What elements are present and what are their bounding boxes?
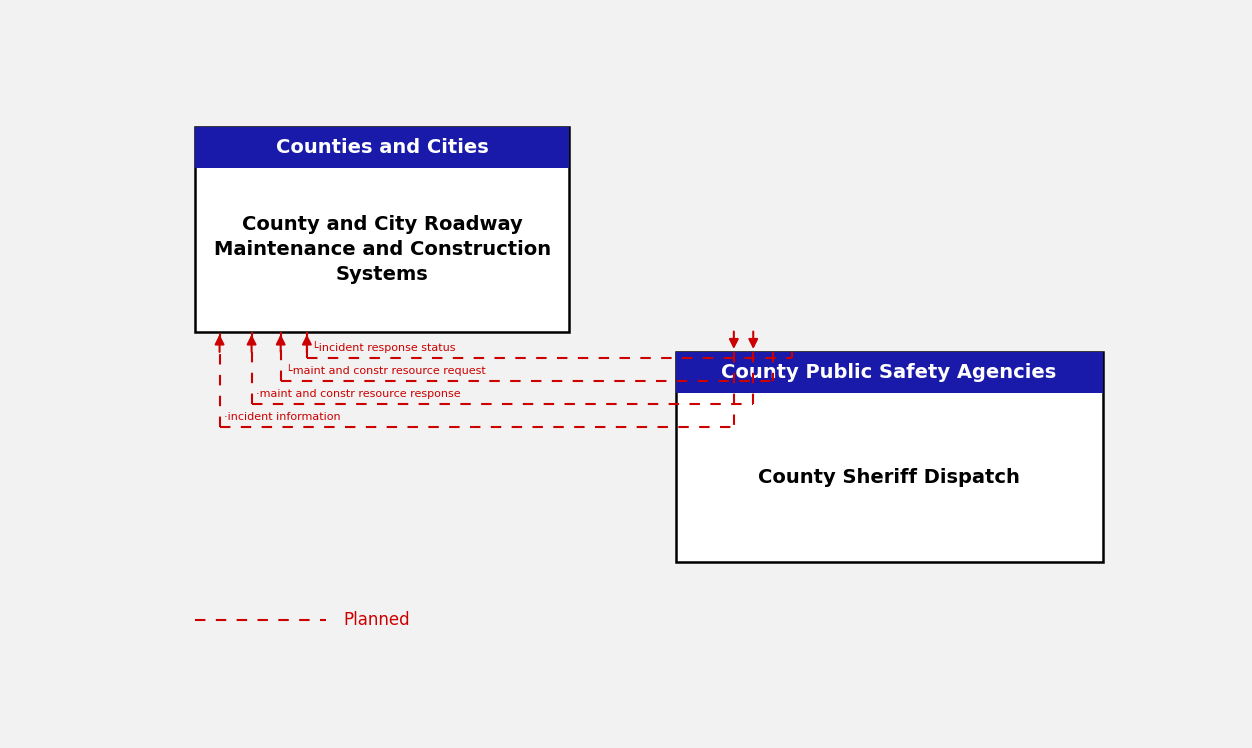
Text: County Sheriff Dispatch: County Sheriff Dispatch: [759, 468, 1020, 487]
Text: County and City Roadway
Maintenance and Construction
Systems: County and City Roadway Maintenance and …: [214, 215, 551, 284]
Bar: [676, 352, 1103, 393]
Text: ·incident information: ·incident information: [224, 412, 341, 422]
Text: Planned: Planned: [344, 610, 411, 628]
Text: Counties and Cities: Counties and Cities: [275, 138, 488, 157]
Bar: [676, 352, 1103, 562]
Text: County Public Safety Agencies: County Public Safety Agencies: [721, 363, 1057, 381]
Text: └maint and constr resource request: └maint and constr resource request: [285, 364, 486, 376]
Text: ·maint and constr resource response: ·maint and constr resource response: [257, 389, 461, 399]
Bar: [195, 127, 568, 168]
Text: └incident response status: └incident response status: [312, 341, 456, 353]
Bar: [195, 127, 568, 331]
